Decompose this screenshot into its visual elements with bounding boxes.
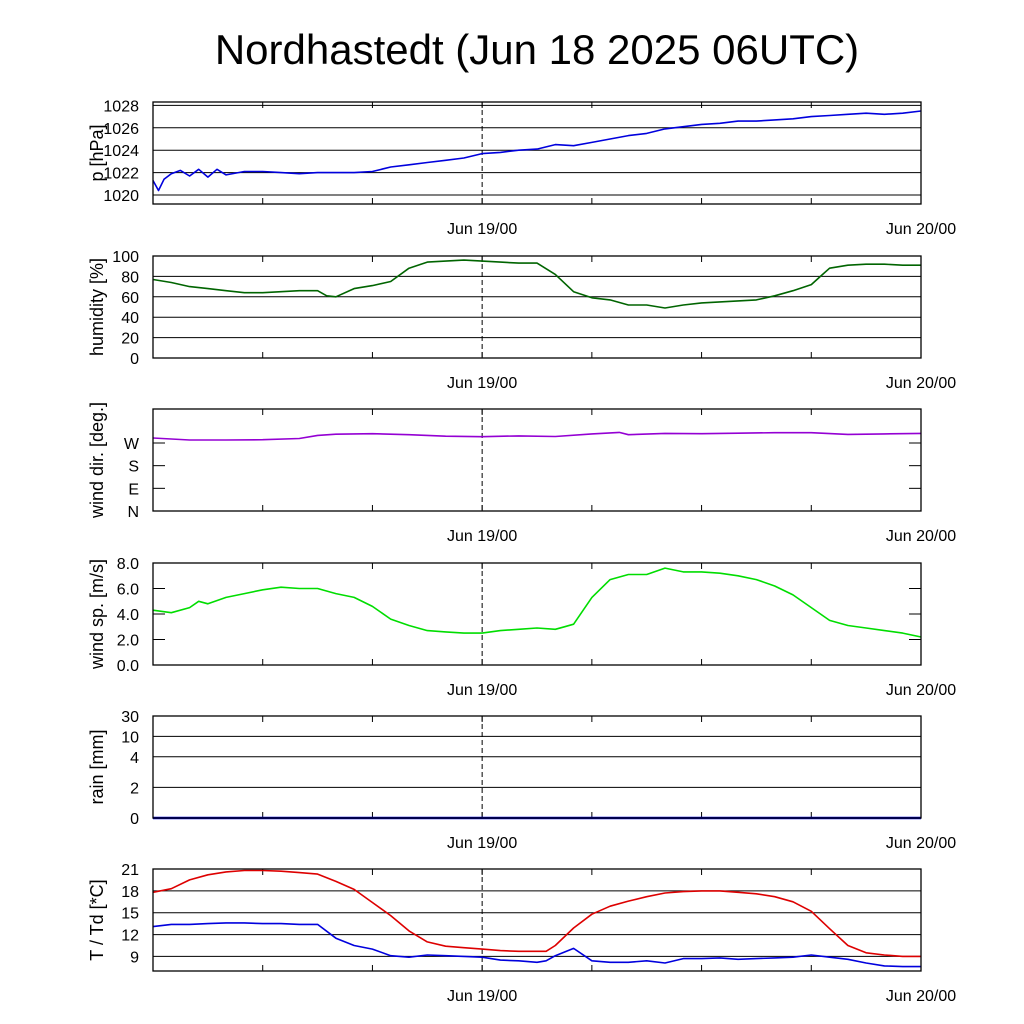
rain-ytick-label: 2 [130, 780, 139, 797]
rain-ytick-label: 10 [121, 729, 139, 746]
rain-ytick-label: 30 [121, 709, 139, 726]
temperature-frame [152, 868, 922, 972]
chart-title: Nordhastedt (Jun 18 2025 06UTC) [215, 26, 859, 73]
wind-direction-xtick-label: Jun 19/00 [447, 528, 517, 545]
pressure-xtick-label: Jun 20/00 [886, 221, 956, 238]
pressure-ytick-label: 1022 [103, 166, 139, 183]
humidity-ylabel: humidity [%] [87, 258, 107, 356]
rain-xtick-label: Jun 19/00 [447, 835, 517, 852]
humidity-ytick-label: 40 [121, 310, 139, 327]
temperature-panel: 21 18 15 12 9 T / Td [*C] Jun 19/00 Jun 20/00 [87, 862, 956, 1005]
humidity-ytick-label: 0 [130, 351, 139, 368]
wind-speed-series-line [152, 567, 922, 638]
temperature-series-line [152, 869, 921, 958]
temperature-ytick-label: 15 [121, 906, 139, 923]
wind-speed-ytick-label: 4.0 [117, 607, 139, 624]
temperature-ytick-label: 9 [130, 949, 139, 966]
humidity-series-line [152, 259, 921, 309]
wind-direction-ytick-label: E [128, 481, 139, 498]
pressure-xtick-label: Jun 19/00 [447, 221, 517, 238]
humidity-ytick-label: 20 [121, 331, 139, 348]
wind-speed-frame [152, 562, 922, 666]
wind-speed-xtick-label: Jun 20/00 [886, 682, 956, 699]
temperature-series-line [152, 922, 921, 968]
pressure-panel: 1028 1026 1024 1022 1020 p [hPa] Jun 19/00 Jun … [87, 98, 956, 238]
humidity-ytick-label: 60 [121, 290, 139, 307]
pressure-ytick-label: 1020 [103, 188, 139, 205]
humidity-ytick-label: 100 [112, 249, 139, 266]
pressure-frame [152, 101, 922, 205]
humidity-xtick-label: Jun 20/00 [886, 375, 956, 392]
wind-direction-frame [152, 408, 922, 512]
wind-direction-series-line [152, 431, 922, 441]
humidity-xtick-label: Jun 19/00 [447, 375, 517, 392]
wind-direction-ytick-label: N [127, 504, 139, 521]
wind-speed-ytick-label: 6.0 [117, 582, 139, 599]
wind-direction-ylabel: wind dir. [deg.] [87, 402, 107, 519]
wind-speed-xtick-label: Jun 19/00 [447, 682, 517, 699]
wind-direction-ytick-label: W [124, 436, 140, 453]
rain-ytick-label: 4 [130, 750, 139, 767]
pressure-ytick-label: 1026 [103, 121, 139, 138]
wind-speed-ytick-label: 8.0 [117, 556, 139, 573]
temperature-xtick-label: Jun 19/00 [447, 988, 517, 1005]
humidity-frame [152, 255, 922, 359]
rain-ylabel: rain [mm] [87, 729, 107, 804]
rain-panel: 30 10 4 2 0 rain [mm] Jun 19/00 Jun 20/00 [87, 709, 956, 852]
temperature-ytick-label: 21 [121, 862, 139, 879]
pressure-ylabel: p [hPa] [87, 124, 107, 181]
temperature-xtick-label: Jun 20/00 [886, 988, 956, 1005]
pressure-ytick-label: 1024 [103, 143, 139, 160]
pressure-ytick-label: 1028 [103, 98, 139, 115]
temperature-ytick-label: 12 [121, 928, 139, 945]
temperature-ytick-label: 18 [121, 884, 139, 901]
wind-speed-ylabel: wind sp. [m/s] [87, 559, 107, 670]
wind-speed-ytick-label: 2.0 [117, 633, 139, 650]
pressure-series-line [152, 110, 922, 192]
rain-xtick-label: Jun 20/00 [886, 835, 956, 852]
temperature-ylabel: T / Td [*C] [87, 879, 107, 960]
wind-speed-ytick-label: 0.0 [117, 658, 139, 675]
rain-ytick-label: 0 [130, 811, 139, 828]
wind-speed-panel: 8.0 6.0 4.0 2.0 0.0 wind sp. [m/s] Jun 19/00 Ju… [87, 556, 956, 699]
rain-frame [152, 715, 922, 819]
wind-direction-xtick-label: Jun 20/00 [886, 528, 956, 545]
wind-direction-ytick-label: S [128, 459, 139, 476]
humidity-ytick-label: 80 [121, 269, 139, 286]
humidity-panel: 100 80 60 40 20 0 humidity [%] Jun 19/00 Jun 20/… [87, 249, 956, 392]
